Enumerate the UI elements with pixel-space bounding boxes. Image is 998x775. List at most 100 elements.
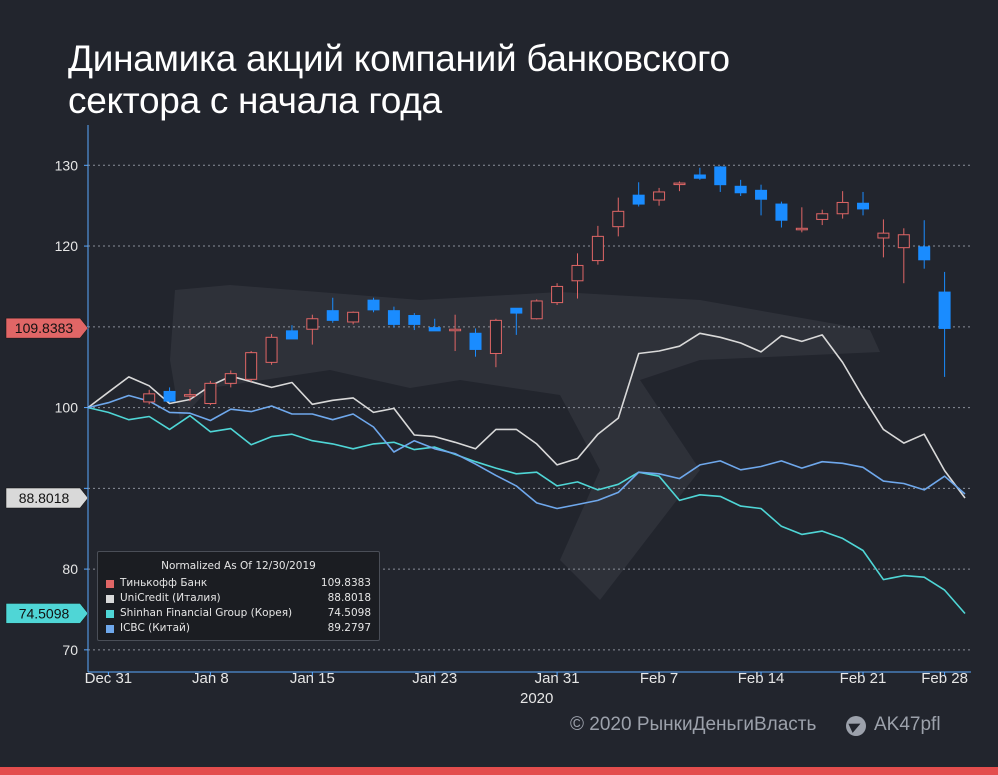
- candle-body: [204, 382, 217, 405]
- chart-title-line-1: Динамика акций компаний банковского: [68, 38, 730, 79]
- candle-body: [245, 352, 258, 380]
- candle-body: [326, 310, 339, 321]
- candle: [469, 328, 482, 357]
- legend-entry: ICBC (Китай) 89.2797: [98, 621, 379, 636]
- candle-body: [571, 264, 584, 282]
- candle: [795, 207, 808, 233]
- candle-body: [265, 336, 278, 363]
- candle: [224, 370, 237, 388]
- x-tick-label: Jan 31: [535, 670, 580, 687]
- last-value-tag-bg: [5, 603, 89, 624]
- last-value-tag: 109.8383: [5, 317, 89, 339]
- candle-body: [489, 319, 502, 354]
- candle: [163, 387, 176, 403]
- legend-entry-value: 89.2797: [327, 622, 371, 634]
- candle-body: [877, 232, 890, 239]
- telegram-handle: AK47pfl: [874, 714, 941, 735]
- legend-entry-value: 74.5098: [327, 607, 371, 619]
- candle: [265, 334, 278, 365]
- copyright-credit: © 2020 РынкиДеньгиВласть: [570, 714, 817, 735]
- candle-body: [367, 299, 380, 311]
- legend-swatch: [106, 625, 114, 633]
- last-value-tag: 74.5098: [5, 603, 89, 624]
- last-value-tag-label: 74.5098: [19, 605, 70, 621]
- x-tick-label: Feb 7: [640, 670, 678, 687]
- candle: [653, 187, 666, 206]
- last-value-tag-bg: [5, 487, 89, 509]
- candle-body: [449, 328, 462, 332]
- candle-body: [897, 234, 910, 249]
- candle: [408, 313, 421, 331]
- legend-entry: UniCredit (Италия) 88.8018: [98, 591, 379, 606]
- candle: [857, 191, 870, 216]
- candle-body: [612, 210, 625, 228]
- rifle-watermark: [170, 285, 880, 600]
- x-tick-label: Feb 28: [921, 670, 968, 687]
- candle: [387, 306, 400, 328]
- last-value-tag-label: 88.8018: [19, 490, 70, 506]
- candle: [530, 299, 543, 320]
- candle-body: [673, 182, 686, 186]
- candle: [551, 283, 564, 306]
- legend-entry: Shinhan Financial Group (Корея) 74.5098: [98, 606, 379, 621]
- x-tick-label: Dec 31: [85, 670, 133, 687]
- legend-entry-name: Shinhan Financial Group (Корея): [120, 607, 293, 619]
- legend-entry: Тинькофф Банк 109.8383: [98, 576, 379, 591]
- legend-swatch: [106, 595, 114, 603]
- candle: [367, 297, 380, 313]
- series-line: [87, 406, 966, 615]
- candle-body: [306, 318, 319, 330]
- candle-body: [755, 189, 768, 200]
- candle-body: [469, 332, 482, 350]
- chart-legend: Normalized As Of 12/30/2019 Тинькофф Бан…: [97, 551, 380, 641]
- candle-body: [918, 246, 931, 261]
- candle-body: [224, 373, 237, 384]
- y-tick-label: 100: [55, 400, 79, 416]
- candle-body: [408, 315, 421, 325]
- candle-body: [857, 202, 870, 210]
- candle: [571, 253, 584, 299]
- candle-body: [653, 191, 666, 201]
- candle: [306, 314, 319, 345]
- last-value-tag: 88.8018: [5, 487, 89, 509]
- candle: [734, 179, 747, 196]
- candle-body: [530, 300, 543, 320]
- legend-entry-value: 109.8383: [320, 577, 371, 589]
- candle-body: [795, 227, 808, 231]
- chart-title-line-2: сектора с начала года: [68, 80, 442, 121]
- candle: [938, 271, 951, 377]
- y-tick-label: 80: [62, 561, 78, 577]
- x-year-label: 2020: [520, 690, 553, 707]
- x-tick-label: Jan 23: [412, 670, 457, 687]
- candle-body: [428, 327, 441, 332]
- candle-body: [775, 203, 788, 221]
- telegram-icon: [846, 716, 866, 736]
- candle-body: [143, 393, 156, 403]
- last-value-tag-label: 109.8383: [15, 320, 74, 336]
- candle: [775, 201, 788, 228]
- candle: [143, 389, 156, 405]
- candle: [449, 314, 462, 352]
- candle: [816, 209, 829, 226]
- candle: [693, 167, 706, 180]
- candle: [877, 219, 890, 258]
- y-tick-label: 70: [62, 642, 78, 658]
- legend-swatch: [106, 580, 114, 588]
- candle: [428, 318, 441, 332]
- candle-body: [387, 310, 400, 325]
- candle: [632, 182, 645, 207]
- candle-body: [734, 185, 747, 194]
- series-line: [87, 394, 966, 510]
- candle: [347, 311, 360, 325]
- candle-body: [285, 330, 298, 340]
- candle: [326, 297, 339, 323]
- candle: [612, 197, 625, 237]
- candle-body: [816, 213, 829, 220]
- candle-body: [163, 390, 176, 402]
- candle: [285, 325, 298, 340]
- last-value-tag-bg: [5, 317, 89, 339]
- x-tick-label: Jan 8: [192, 670, 229, 687]
- legend-entry-name: Тинькофф Банк: [120, 577, 208, 589]
- candle: [897, 228, 910, 284]
- candle: [591, 225, 604, 265]
